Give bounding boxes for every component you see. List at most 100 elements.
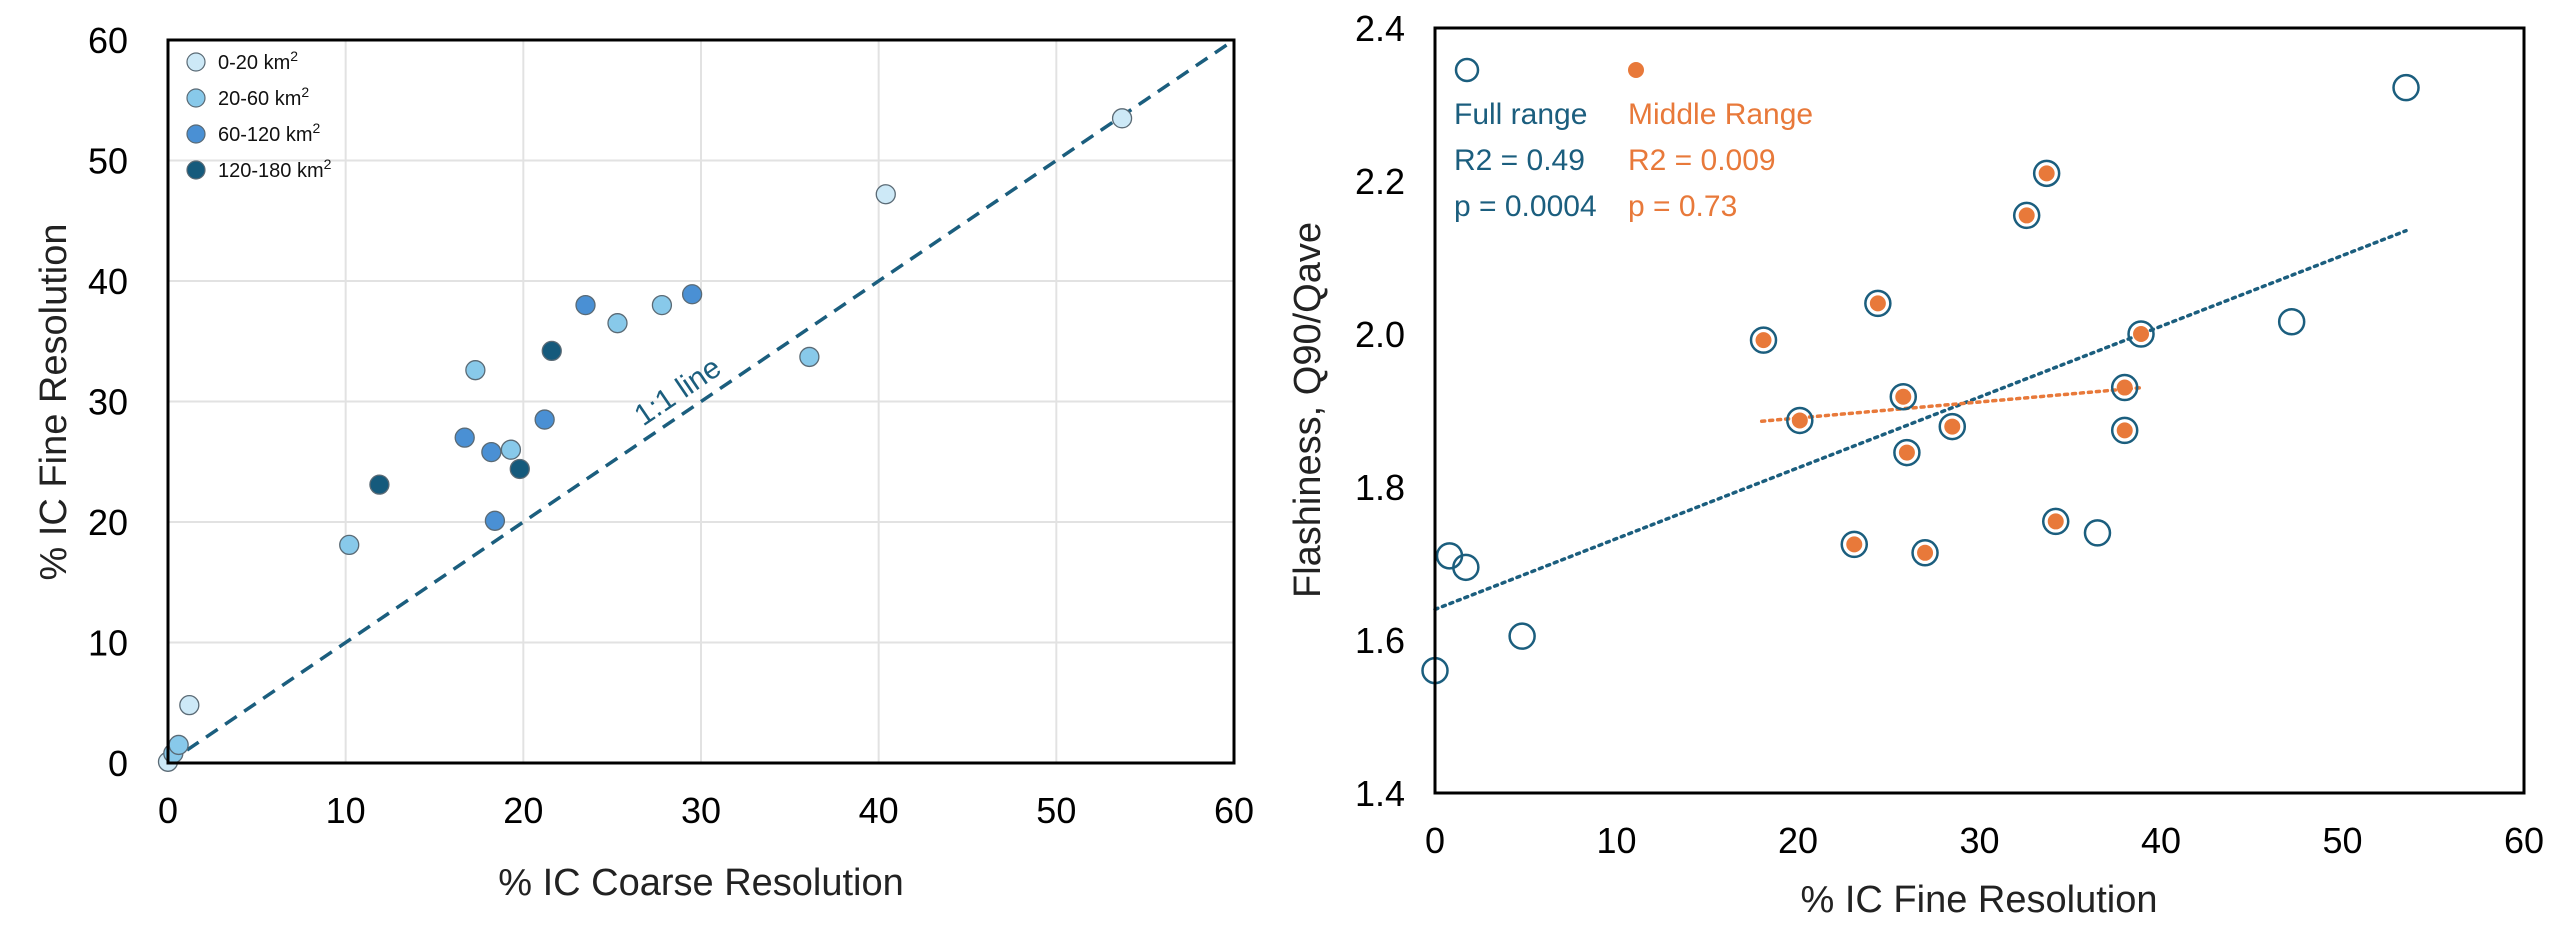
full-range-point — [1435, 542, 1464, 570]
y-axis-title: Flashiness, Q90/Qave — [1287, 222, 1329, 598]
full-range-point — [1840, 530, 1869, 559]
middle-range-point — [2038, 165, 2055, 182]
data-point — [500, 439, 522, 460]
data-point — [575, 294, 596, 316]
coarse-vs-fine-chart: 1:1 line 0 10 20 30 40 50 60 0 10 20 30 40 50 60 % I… — [33, 20, 1254, 904]
legend-label: 60-120 km2 — [218, 120, 321, 146]
y-tick-label: 2.4 — [1355, 8, 1405, 49]
y-tick-label: 1.8 — [1355, 467, 1405, 508]
x-tick-label: 60 — [1214, 790, 1254, 831]
x-tick-labels: 0 10 20 30 40 50 60 — [158, 790, 1254, 831]
data-point — [339, 534, 360, 556]
full-range-point — [2392, 73, 2420, 102]
y-tick-label: 0 — [108, 743, 128, 784]
data-point — [1111, 108, 1133, 129]
stats-label: R2 = 0.009 — [1628, 144, 1776, 177]
data-points — [1421, 73, 2420, 685]
legend-marker — [186, 160, 206, 180]
y-tick-labels: 1.4 1.6 1.8 2.0 2.2 2.4 — [1355, 8, 1405, 814]
x-tick-labels: 0 10 20 30 40 50 60 — [1425, 820, 2544, 861]
one-to-one-line-path — [167, 38, 1235, 765]
full-range-point — [2041, 507, 2070, 536]
y-tick-label: 40 — [88, 261, 128, 302]
x-tick-label: 0 — [1425, 820, 1445, 861]
x-tick-label: 30 — [1959, 820, 1999, 861]
data-point — [875, 184, 896, 205]
x-tick-label: 40 — [859, 790, 899, 831]
full-range-point — [1786, 406, 1814, 435]
trend-line — [1433, 228, 2408, 612]
data-point — [651, 294, 673, 316]
stats-label: Middle Range — [1628, 98, 1813, 131]
middle-range-point — [1917, 544, 1934, 561]
x-tick-label: 50 — [1036, 790, 1076, 831]
x-tick-label: 30 — [681, 790, 721, 831]
data-point — [534, 409, 555, 430]
x-tick-label: 60 — [2504, 820, 2544, 861]
y-tick-label: 1.4 — [1355, 773, 1405, 814]
data-point — [465, 360, 486, 381]
stats-label: Full range — [1454, 98, 1587, 131]
legend: 0-20 km2 20-60 km2 60-120 km2 120-180 km2 — [186, 48, 332, 182]
legend-marker — [186, 88, 206, 108]
x-tick-label: 10 — [1596, 820, 1636, 861]
full-range-point — [1452, 553, 1480, 582]
legend-marker — [186, 124, 206, 144]
x-axis-title: % IC Fine Resolution — [1801, 879, 2158, 921]
y-axis-title: % IC Fine Resolution — [33, 224, 75, 581]
data-point — [168, 734, 189, 756]
data-point — [541, 340, 562, 362]
full-range-point — [2110, 373, 2139, 402]
middle-range-point — [2116, 422, 2133, 439]
full-range-point — [1889, 382, 1918, 411]
one-to-one-line-label: 1:1 line — [629, 351, 728, 433]
middle-range-point — [2133, 326, 2150, 342]
stats-label: p = 0.0004 — [1454, 190, 1597, 223]
data-point — [484, 510, 506, 531]
data-point — [799, 346, 820, 368]
legend-label: 20-60 km2 — [218, 84, 309, 110]
full-range-point — [2012, 201, 2041, 230]
legend-marker — [186, 52, 206, 72]
data-points — [157, 108, 1133, 772]
middle-range-point — [2047, 513, 2064, 530]
middle-range-point — [2018, 207, 2035, 224]
full-range-point — [1864, 289, 1892, 318]
middle-range-point — [1791, 412, 1808, 429]
plot-frame — [166, 38, 1236, 765]
data-point — [454, 427, 475, 448]
data-point — [509, 458, 530, 480]
y-tick-label: 30 — [88, 382, 128, 423]
full-range-point — [1508, 622, 1536, 650]
full-range-point — [2110, 416, 2139, 445]
legend-label: 0-20 km2 — [218, 48, 298, 74]
full-range-point — [2083, 519, 2112, 547]
middle-range-point — [1869, 295, 1886, 312]
x-tick-label: 0 — [158, 790, 178, 831]
middle-range-point — [1898, 444, 1915, 461]
x-tick-label: 40 — [2141, 820, 2181, 861]
legend-label: 120-180 km2 — [218, 156, 332, 182]
trend-lines — [1433, 228, 2408, 612]
y-tick-label: 20 — [88, 502, 128, 543]
full-range-point — [1911, 539, 1939, 567]
middle-range-point — [1755, 332, 1772, 349]
stats-label: R2 = 0.49 — [1454, 144, 1585, 177]
middle-range-point — [1944, 418, 1961, 435]
y-tick-labels: 0 10 20 30 40 50 60 — [88, 20, 128, 784]
x-tick-label: 20 — [503, 790, 543, 831]
y-tick-label: 2.0 — [1355, 314, 1405, 355]
x-tick-label: 50 — [2322, 820, 2362, 861]
middle-range-key-marker — [1628, 62, 1644, 78]
data-point — [481, 441, 502, 463]
data-point — [681, 284, 703, 305]
full-range-point — [1749, 326, 1778, 354]
full-range-point — [2032, 159, 2061, 188]
x-axis-title: % IC Coarse Resolution — [498, 862, 904, 904]
middle-range-point — [2116, 379, 2133, 396]
stats-annotations: Full range R2 = 0.49 p = 0.0004 Middle Rang… — [1454, 57, 1813, 223]
y-tick-label: 60 — [88, 20, 128, 61]
full-range-point — [2127, 320, 2155, 348]
data-point — [607, 313, 628, 334]
